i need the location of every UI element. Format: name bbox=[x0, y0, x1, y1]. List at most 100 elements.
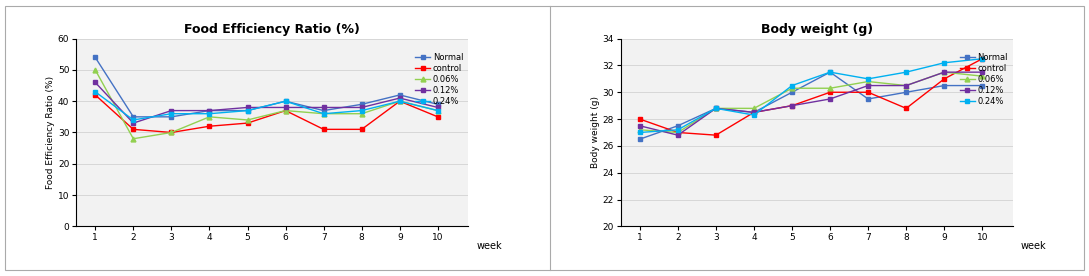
Normal bbox=[709, 107, 722, 110]
0.06% bbox=[709, 107, 722, 110]
0.06% bbox=[203, 115, 216, 118]
0.12% bbox=[431, 106, 444, 109]
0.12% bbox=[823, 97, 836, 101]
Text: week: week bbox=[476, 241, 502, 251]
0.24% bbox=[709, 107, 722, 110]
Normal bbox=[241, 109, 254, 112]
0.06% bbox=[823, 87, 836, 90]
control bbox=[203, 124, 216, 128]
0.12% bbox=[747, 111, 760, 114]
Line: control: control bbox=[637, 56, 984, 138]
0.12% bbox=[317, 106, 330, 109]
control bbox=[823, 91, 836, 94]
Normal bbox=[900, 91, 913, 94]
0.06% bbox=[938, 70, 951, 74]
control bbox=[279, 109, 292, 112]
0.24% bbox=[747, 113, 760, 117]
0.12% bbox=[976, 70, 989, 74]
0.12% bbox=[203, 109, 216, 112]
control bbox=[393, 100, 406, 103]
Normal bbox=[355, 103, 368, 106]
0.12% bbox=[709, 107, 722, 110]
0.06% bbox=[671, 131, 684, 134]
0.24% bbox=[633, 131, 646, 134]
0.06% bbox=[317, 112, 330, 115]
Line: 0.24%: 0.24% bbox=[93, 89, 440, 122]
control bbox=[671, 131, 684, 134]
Line: 0.06%: 0.06% bbox=[637, 70, 984, 135]
0.06% bbox=[431, 109, 444, 112]
0.24% bbox=[938, 61, 951, 64]
Legend: Normal, control, 0.06%, 0.12%, 0.24%: Normal, control, 0.06%, 0.12%, 0.24% bbox=[415, 52, 464, 107]
Line: 0.06%: 0.06% bbox=[93, 68, 440, 141]
control bbox=[938, 77, 951, 81]
0.24% bbox=[900, 70, 913, 74]
0.24% bbox=[279, 100, 292, 103]
control bbox=[241, 121, 254, 125]
Normal bbox=[633, 137, 646, 141]
control bbox=[317, 128, 330, 131]
control bbox=[861, 91, 874, 94]
Normal bbox=[279, 100, 292, 103]
control bbox=[431, 115, 444, 118]
Normal bbox=[317, 109, 330, 112]
0.24% bbox=[126, 118, 139, 122]
0.24% bbox=[393, 100, 406, 103]
Normal bbox=[785, 91, 798, 94]
control bbox=[785, 104, 798, 107]
Line: Normal: Normal bbox=[93, 55, 440, 119]
Text: week: week bbox=[1020, 241, 1047, 251]
Normal bbox=[823, 70, 836, 74]
0.24% bbox=[355, 109, 368, 112]
Line: control: control bbox=[93, 92, 440, 135]
control bbox=[747, 111, 760, 114]
Y-axis label: Body weight (g): Body weight (g) bbox=[590, 97, 600, 168]
Y-axis label: Food Efficiency Ratio (%): Food Efficiency Ratio (%) bbox=[46, 76, 56, 189]
0.12% bbox=[279, 106, 292, 109]
0.24% bbox=[431, 109, 444, 112]
0.06% bbox=[976, 75, 989, 78]
Normal bbox=[861, 97, 874, 101]
Normal bbox=[938, 84, 951, 87]
0.06% bbox=[633, 128, 646, 131]
0.24% bbox=[241, 109, 254, 112]
Legend: Normal, control, 0.06%, 0.12%, 0.24%: Normal, control, 0.06%, 0.12%, 0.24% bbox=[959, 52, 1008, 107]
0.06% bbox=[355, 112, 368, 115]
0.24% bbox=[823, 70, 836, 74]
0.06% bbox=[164, 131, 178, 134]
Line: 0.12%: 0.12% bbox=[637, 70, 984, 138]
control bbox=[164, 131, 178, 134]
control bbox=[900, 107, 913, 110]
0.12% bbox=[785, 104, 798, 107]
0.06% bbox=[88, 68, 101, 71]
0.12% bbox=[393, 96, 406, 100]
0.12% bbox=[671, 134, 684, 137]
0.06% bbox=[279, 109, 292, 112]
0.12% bbox=[241, 106, 254, 109]
0.24% bbox=[317, 112, 330, 115]
0.24% bbox=[861, 77, 874, 81]
Normal bbox=[976, 84, 989, 87]
Normal bbox=[88, 56, 101, 59]
Title: Food Efficiency Ratio (%): Food Efficiency Ratio (%) bbox=[184, 23, 360, 36]
control bbox=[126, 128, 139, 131]
0.12% bbox=[88, 81, 101, 84]
Normal bbox=[203, 109, 216, 112]
Normal bbox=[393, 93, 406, 97]
0.12% bbox=[900, 84, 913, 87]
0.06% bbox=[393, 100, 406, 103]
0.24% bbox=[164, 112, 178, 115]
Title: Body weight (g): Body weight (g) bbox=[761, 23, 872, 36]
0.06% bbox=[785, 87, 798, 90]
control bbox=[355, 128, 368, 131]
0.24% bbox=[976, 57, 989, 60]
0.06% bbox=[126, 137, 139, 140]
Normal bbox=[431, 103, 444, 106]
0.24% bbox=[671, 128, 684, 131]
Normal bbox=[747, 111, 760, 114]
Normal bbox=[671, 124, 684, 128]
0.06% bbox=[861, 80, 874, 83]
0.12% bbox=[126, 121, 139, 125]
0.12% bbox=[355, 106, 368, 109]
control bbox=[976, 57, 989, 60]
